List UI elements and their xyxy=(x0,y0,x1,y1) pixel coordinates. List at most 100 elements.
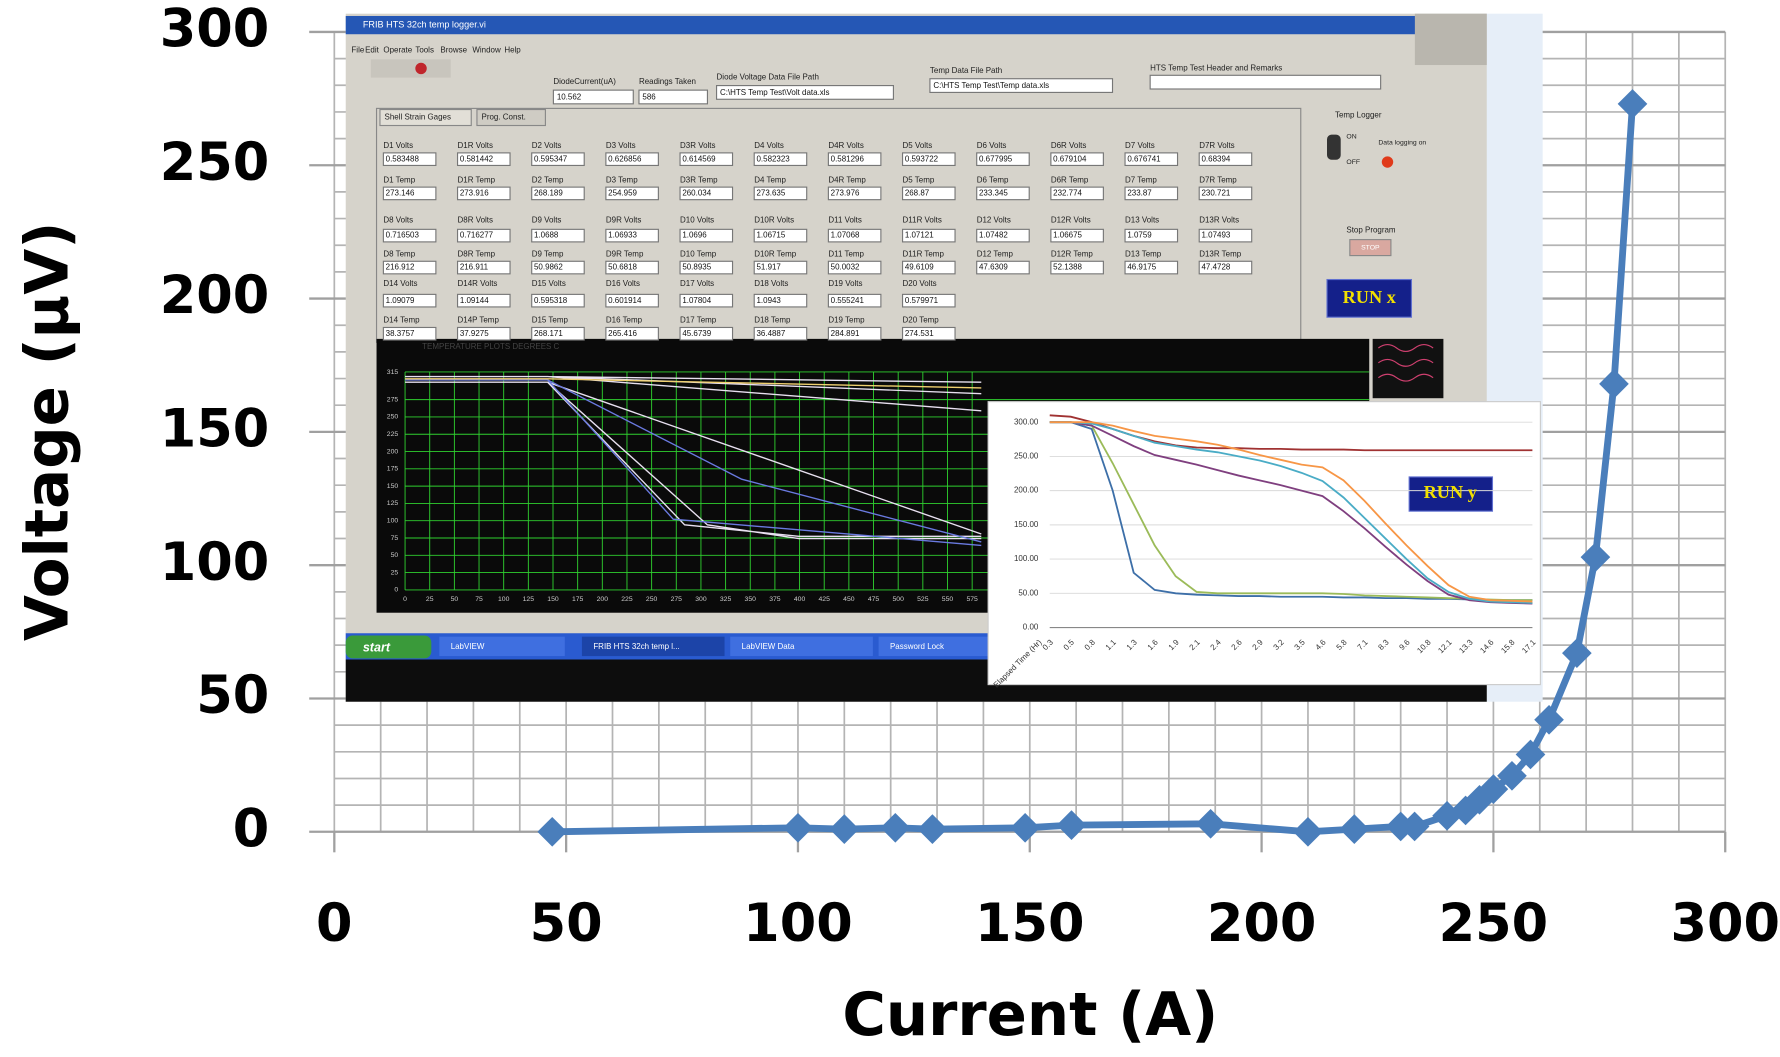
plot-x-tick-label: 25 xyxy=(426,596,434,603)
field-label: D4 Temp xyxy=(754,175,786,184)
field-label: D11 Temp xyxy=(828,250,864,259)
field-label: D6R Volts xyxy=(1051,141,1086,150)
field-box xyxy=(531,326,585,341)
field-box xyxy=(605,228,659,243)
field-label: D17 Volts xyxy=(680,279,714,288)
field-label: D14 Temp xyxy=(383,316,420,325)
field-value: 0.555241 xyxy=(831,296,865,305)
field-value: 52.1388 xyxy=(1053,263,1082,272)
field-value: 0.68394 xyxy=(1202,154,1231,163)
field-label: D14R Volts xyxy=(458,279,498,288)
field-value: 233.345 xyxy=(979,189,1008,198)
plot-x-tick-label: 450 xyxy=(843,596,855,603)
field-label: D8R Temp xyxy=(458,250,496,259)
switch-label: OFF xyxy=(1346,159,1360,166)
field-label: HTS Temp Test Header and Remarks xyxy=(1150,64,1282,73)
field-box xyxy=(382,326,437,341)
field-label: Readings Taken xyxy=(639,77,696,86)
field-label: D8R Volts xyxy=(458,215,493,224)
field-box xyxy=(679,293,734,308)
field-label: D7R Temp xyxy=(1199,175,1237,184)
plot-traces xyxy=(405,379,982,547)
field-value: 0.679104 xyxy=(1053,154,1087,163)
field-label: D4 Volts xyxy=(754,141,784,150)
field-value: 1.06715 xyxy=(757,231,786,240)
field-box xyxy=(605,293,659,308)
field-label: D6 Temp xyxy=(977,175,1009,184)
plot-x-tick-label: 0 xyxy=(403,596,407,603)
data-point xyxy=(1599,369,1629,399)
field-label: D4R Volts xyxy=(828,141,863,150)
field-box xyxy=(901,152,956,167)
field-value: 273.146 xyxy=(386,189,415,198)
field-label: Temp Data File Path xyxy=(930,66,1002,75)
field-value: 50.8935 xyxy=(682,263,711,272)
field-label: D8 Volts xyxy=(383,215,413,224)
field-value: 50.9862 xyxy=(534,263,563,272)
field-label: D18 Temp xyxy=(754,316,791,325)
field-box xyxy=(827,228,882,243)
field-box xyxy=(605,152,659,167)
field-box xyxy=(827,326,882,341)
field-box xyxy=(1050,152,1104,167)
plot-y-tick-label: 75 xyxy=(391,535,399,542)
plot-y-tick-label: 125 xyxy=(387,500,399,507)
inset-line xyxy=(1049,421,1533,602)
field-value: 254.959 xyxy=(608,189,637,198)
field-label: DiodeCurrent(uA) xyxy=(553,77,616,86)
field-box xyxy=(753,260,808,275)
field-label: D10 Volts xyxy=(680,215,714,224)
taskbar-label: FRIB HTS 32ch temp l... xyxy=(593,642,679,651)
field-value: 1.07804 xyxy=(682,296,711,305)
plot-y-tick-label: 225 xyxy=(387,431,399,438)
y-tick-label: 250.00 xyxy=(1014,452,1039,461)
field-value: 46.9175 xyxy=(1127,263,1156,272)
field-label: D13R Volts xyxy=(1199,215,1239,224)
data-point xyxy=(1195,808,1226,839)
plot-x-tick-label: 400 xyxy=(794,596,806,603)
taskbar-label: start xyxy=(363,640,391,654)
field-label: D9 Volts xyxy=(532,215,562,224)
tab-label: Shell Strain Gages xyxy=(385,113,451,122)
field-label: D19 Volts xyxy=(828,279,862,288)
field-box xyxy=(753,152,808,167)
plot-x-tick-label: 100 xyxy=(498,596,510,603)
field-box xyxy=(679,186,734,201)
field-value: 216.912 xyxy=(386,263,415,272)
field-box xyxy=(552,89,634,105)
field-box xyxy=(753,293,808,308)
field-label: D10R Temp xyxy=(754,250,796,259)
plot-x-tick-label: 75 xyxy=(475,596,483,603)
field-value: 1.07068 xyxy=(831,231,860,240)
data-point xyxy=(829,814,860,844)
field-value: 0.716503 xyxy=(386,231,420,240)
data-point xyxy=(917,814,948,844)
field-value: 36.4887 xyxy=(757,329,786,338)
field-value: 1.0943 xyxy=(757,296,782,305)
field-label: D5 Temp xyxy=(903,175,935,184)
field-label: D7 Volts xyxy=(1125,141,1155,150)
plot-y-tick-label: 100 xyxy=(387,518,399,525)
field-value: C:\HTS Temp Test\Temp data.xls xyxy=(933,81,1049,90)
field-label: D6R Temp xyxy=(1051,175,1089,184)
field-value: 273.916 xyxy=(460,189,489,198)
field-value: 586 xyxy=(642,93,656,102)
abort-icon xyxy=(415,62,427,75)
field-label: D13 Temp xyxy=(1125,250,1162,259)
plot-x-tick-label: 550 xyxy=(942,596,954,603)
field-box xyxy=(456,152,511,167)
inset-chart: 0.0050.00100.00150.00200.00250.00300.000… xyxy=(987,401,1541,690)
field-box xyxy=(605,186,659,201)
field-box xyxy=(531,260,585,275)
plot-traces xyxy=(405,378,982,389)
field-label: D20 Volts xyxy=(903,279,937,288)
menu-item: Tools xyxy=(415,45,434,54)
plot-x-tick-label: 575 xyxy=(966,596,978,603)
menu-item: Edit xyxy=(365,45,380,54)
plot-title: TEMPERATURE PLOTS DEGREES C xyxy=(422,342,559,351)
field-box xyxy=(929,78,1114,93)
field-label: D12R Temp xyxy=(1051,250,1093,259)
taskbar-label: LabVIEW Data xyxy=(742,642,795,651)
field-value: 274.531 xyxy=(905,329,934,338)
